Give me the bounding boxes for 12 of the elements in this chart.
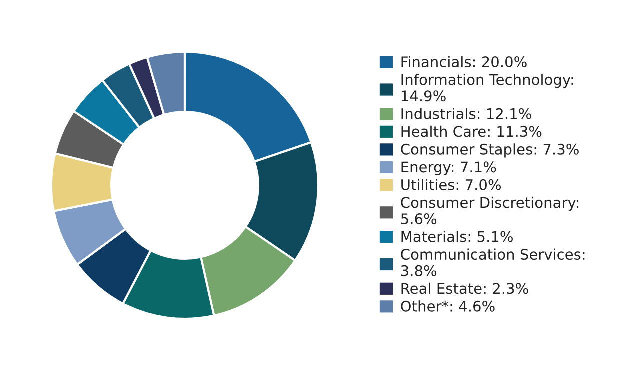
legend-label: Communication Services: 3.8% bbox=[401, 248, 585, 276]
legend-label: Information Technology: 14.9% bbox=[402, 74, 574, 102]
legend-label: Health Care: 11.3% bbox=[402, 126, 542, 138]
legend-label: Other*: 4.6% bbox=[401, 300, 495, 312]
legend-label: Utilities: 7.0% bbox=[402, 179, 502, 190]
legend-label: Real Estate: 2.3% bbox=[402, 282, 528, 294]
legend-label: Energy: 7.1% bbox=[402, 162, 496, 176]
legend-label: Consumer Discretionary: 5.6% bbox=[401, 196, 579, 225]
legend-label: Materials: 5.1% bbox=[402, 231, 513, 242]
legend-label: Financials: 20.0% bbox=[402, 56, 527, 68]
legend-label: Consumer Staples: 7.3% bbox=[401, 144, 579, 158]
legend-label: Industrials: 12.1% bbox=[402, 108, 532, 120]
